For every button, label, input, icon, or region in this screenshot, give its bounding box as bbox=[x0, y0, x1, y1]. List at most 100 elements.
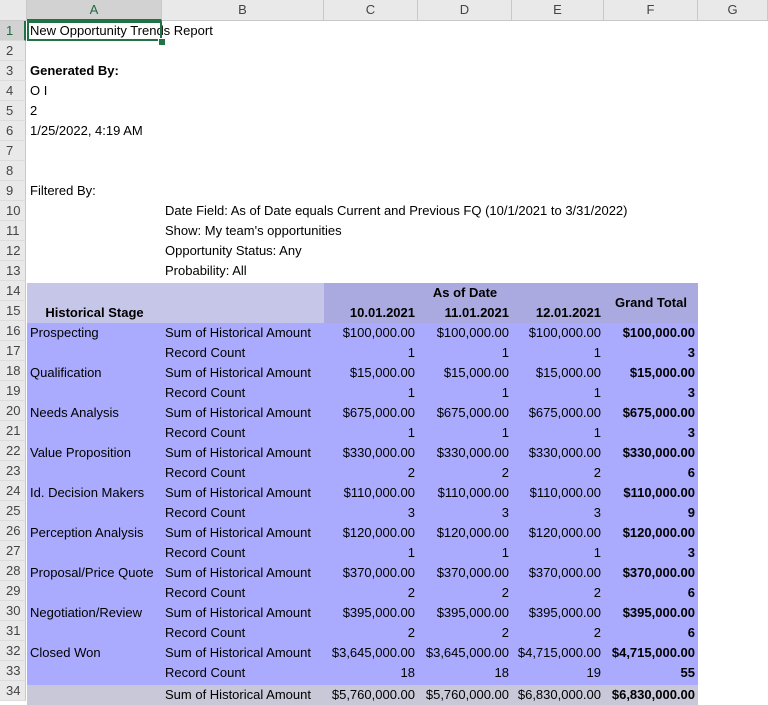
stage-name[interactable]: Perception Analysis bbox=[30, 525, 144, 540]
grand-total-amount[interactable]: $6,830,000.00 bbox=[517, 687, 601, 702]
amount-label[interactable]: Sum of Historical Amount bbox=[165, 525, 311, 540]
amount-label[interactable]: Sum of Historical Amount bbox=[165, 605, 311, 620]
row-header[interactable]: 32 bbox=[0, 641, 26, 661]
stage-name[interactable]: Qualification bbox=[30, 365, 102, 380]
row-header[interactable]: 27 bbox=[0, 541, 26, 561]
count-label[interactable]: Record Count bbox=[165, 545, 246, 560]
amount-total[interactable]: $395,000.00 bbox=[622, 605, 695, 620]
stage-name[interactable]: Prospecting bbox=[30, 325, 99, 340]
amount-value[interactable]: $395,000.00 bbox=[342, 605, 415, 620]
select-all-corner[interactable] bbox=[0, 0, 27, 21]
count-label[interactable]: Record Count bbox=[165, 665, 246, 680]
amount-label[interactable]: Sum of Historical Amount bbox=[165, 405, 311, 420]
count-total[interactable]: 3 bbox=[687, 425, 695, 440]
row-header[interactable]: 14 bbox=[0, 281, 26, 301]
row-header[interactable]: 9 bbox=[0, 181, 26, 201]
historical-stage-header[interactable]: Historical Stage bbox=[45, 305, 144, 320]
row-header[interactable]: 17 bbox=[0, 341, 26, 361]
column-header-f[interactable]: F bbox=[604, 0, 698, 21]
row-header[interactable]: 15 bbox=[0, 301, 26, 321]
row-header[interactable]: 8 bbox=[0, 161, 26, 181]
amount-value[interactable]: $15,000.00 bbox=[535, 365, 601, 380]
filter-probability[interactable]: Probability: All bbox=[165, 263, 247, 278]
count-value[interactable]: 1 bbox=[593, 385, 601, 400]
row-header[interactable]: 23 bbox=[0, 461, 26, 481]
row-header[interactable]: 19 bbox=[0, 381, 26, 401]
count-value[interactable]: 1 bbox=[407, 425, 415, 440]
column-header-e[interactable]: E bbox=[512, 0, 604, 21]
count-total[interactable]: 6 bbox=[687, 625, 695, 640]
amount-label[interactable]: Sum of Historical Amount bbox=[165, 325, 311, 340]
row-header[interactable]: 34 bbox=[0, 681, 26, 701]
date-header[interactable]: 11.01.2021 bbox=[444, 305, 509, 320]
amount-value[interactable]: $675,000.00 bbox=[436, 405, 509, 420]
count-value[interactable]: 3 bbox=[501, 505, 509, 520]
count-total[interactable]: 3 bbox=[687, 545, 695, 560]
amount-total[interactable]: $330,000.00 bbox=[622, 445, 695, 460]
amount-value[interactable]: $100,000.00 bbox=[436, 325, 509, 340]
row-header[interactable]: 21 bbox=[0, 421, 26, 441]
amount-value[interactable]: $110,000.00 bbox=[343, 485, 415, 500]
count-total[interactable]: 3 bbox=[687, 345, 695, 360]
amount-value[interactable]: $675,000.00 bbox=[528, 405, 601, 420]
row-header[interactable]: 7 bbox=[0, 141, 26, 161]
count-value[interactable]: 18 bbox=[400, 665, 415, 680]
count-label[interactable]: Record Count bbox=[165, 505, 246, 520]
amount-label[interactable]: Sum of Historical Amount bbox=[165, 445, 311, 460]
row-header[interactable]: 20 bbox=[0, 401, 26, 421]
amount-total[interactable]: $4,715,000.00 bbox=[611, 645, 695, 660]
count-value[interactable]: 1 bbox=[501, 545, 509, 560]
row-header[interactable]: 29 bbox=[0, 581, 26, 601]
count-value[interactable]: 1 bbox=[593, 545, 601, 560]
count-label[interactable]: Record Count bbox=[165, 465, 246, 480]
amount-total[interactable]: $675,000.00 bbox=[622, 405, 695, 420]
as-of-date-header[interactable]: As of Date bbox=[432, 285, 498, 300]
count-value[interactable]: 1 bbox=[501, 385, 509, 400]
generated-datetime[interactable]: 1/25/2022, 4:19 AM bbox=[30, 123, 143, 138]
count-value[interactable]: 2 bbox=[501, 585, 509, 600]
count-value[interactable]: 1 bbox=[593, 425, 601, 440]
count-value[interactable]: 2 bbox=[593, 465, 601, 480]
generated-by-number[interactable]: 2 bbox=[30, 103, 38, 118]
amount-label[interactable]: Sum of Historical Amount bbox=[165, 485, 311, 500]
amount-value[interactable]: $675,000.00 bbox=[342, 405, 415, 420]
count-value[interactable]: 2 bbox=[593, 585, 601, 600]
count-label[interactable]: Record Count bbox=[165, 625, 246, 640]
amount-value[interactable]: $15,000.00 bbox=[349, 365, 415, 380]
amount-value[interactable]: $330,000.00 bbox=[436, 445, 509, 460]
count-total[interactable]: 6 bbox=[687, 585, 695, 600]
date-header[interactable]: 12.01.2021 bbox=[535, 305, 601, 320]
row-header[interactable]: 24 bbox=[0, 481, 26, 501]
grand-total-amount-total[interactable]: $6,830,000.00 bbox=[611, 687, 695, 702]
row-header[interactable]: 25 bbox=[0, 501, 26, 521]
column-header-g[interactable]: G bbox=[698, 0, 768, 21]
grand-total-amount[interactable]: $5,760,000.00 bbox=[425, 687, 509, 702]
row-header[interactable]: 6 bbox=[0, 121, 26, 141]
row-header[interactable]: 31 bbox=[0, 621, 26, 641]
count-total[interactable]: 6 bbox=[687, 465, 695, 480]
date-header[interactable]: 10.01.2021 bbox=[349, 305, 415, 320]
amount-value[interactable]: $110,000.00 bbox=[437, 485, 509, 500]
count-value[interactable]: 3 bbox=[407, 505, 415, 520]
amount-value[interactable]: $330,000.00 bbox=[342, 445, 415, 460]
filter-opportunity-status[interactable]: Opportunity Status: Any bbox=[165, 243, 302, 258]
count-label[interactable]: Record Count bbox=[165, 585, 246, 600]
count-value[interactable]: 18 bbox=[494, 665, 509, 680]
amount-value[interactable]: $110,000.00 bbox=[529, 485, 601, 500]
amount-total[interactable]: $120,000.00 bbox=[622, 525, 695, 540]
amount-value[interactable]: $3,645,000.00 bbox=[425, 645, 509, 660]
amount-total[interactable]: $370,000.00 bbox=[622, 565, 695, 580]
stage-name[interactable]: Closed Won bbox=[30, 645, 101, 660]
amount-total[interactable]: $110,000.00 bbox=[623, 485, 695, 500]
amount-total[interactable]: $15,000.00 bbox=[629, 365, 695, 380]
filter-show[interactable]: Show: My team's opportunities bbox=[165, 223, 342, 238]
count-value[interactable]: 2 bbox=[501, 465, 509, 480]
amount-value[interactable]: $100,000.00 bbox=[342, 325, 415, 340]
grand-total-amount-label[interactable]: Sum of Historical Amount bbox=[165, 687, 311, 702]
column-header-b[interactable]: B bbox=[162, 0, 324, 21]
row-header[interactable]: 28 bbox=[0, 561, 26, 581]
count-total[interactable]: 3 bbox=[687, 385, 695, 400]
row-header[interactable]: 11 bbox=[0, 221, 26, 241]
row-header[interactable]: 22 bbox=[0, 441, 26, 461]
